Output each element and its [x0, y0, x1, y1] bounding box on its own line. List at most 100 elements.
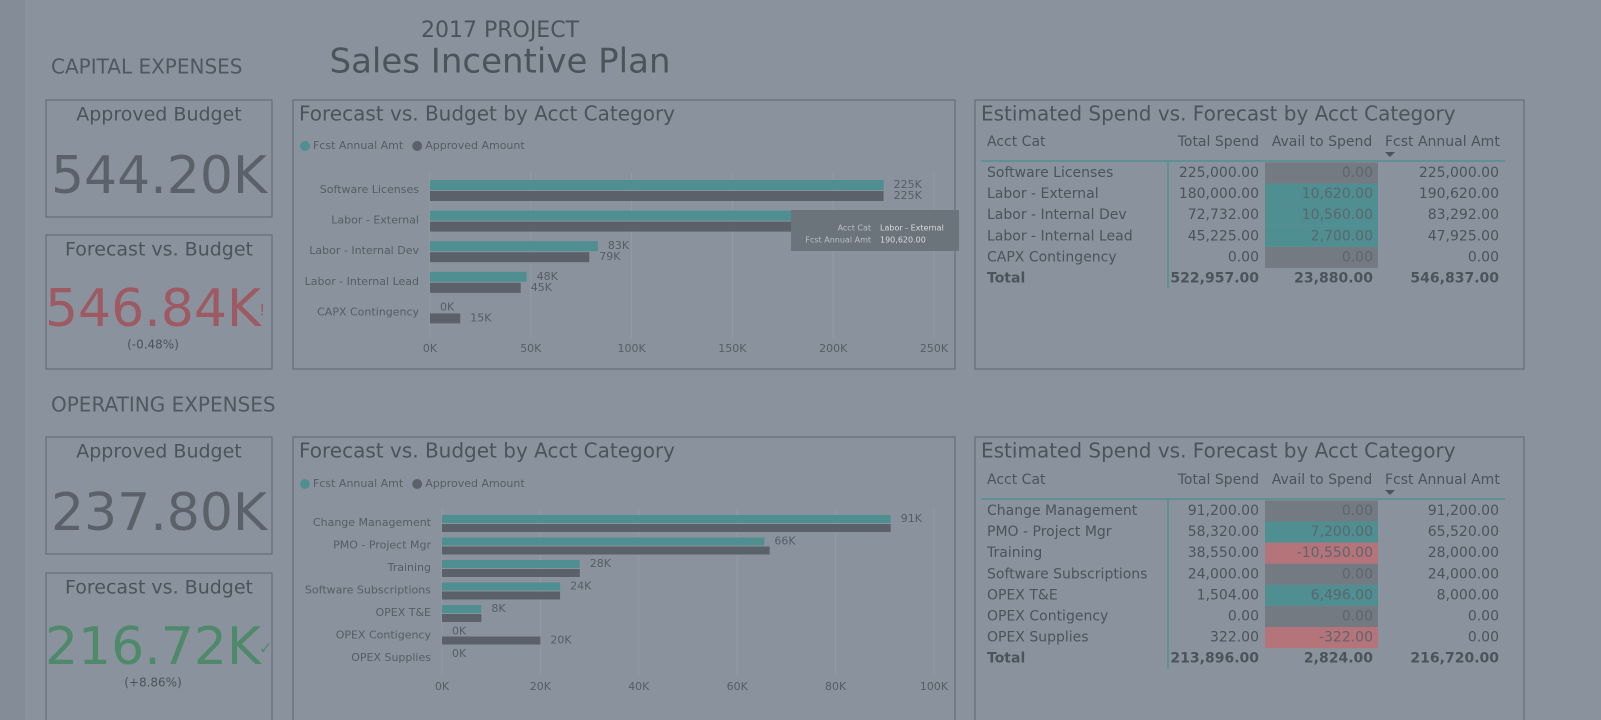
- bar: [430, 221, 793, 232]
- table-cell: Software Licenses: [987, 165, 1113, 181]
- table-cell: 0.00: [1342, 249, 1373, 265]
- table-total: 23,880.00: [1294, 271, 1373, 287]
- data-label: 0K: [452, 625, 467, 638]
- kpi-value: 237.80K: [51, 483, 269, 543]
- table-cell: 91,200.00: [1188, 503, 1259, 519]
- table-cell: 180,000.00: [1179, 186, 1259, 202]
- avail-cell: [1265, 542, 1378, 564]
- table-title: Estimated Spend vs. Forecast by Acct Cat…: [981, 439, 1456, 463]
- data-label: 20K: [550, 634, 572, 647]
- kpi-note: (+8.86%): [124, 676, 182, 690]
- avail-cell: [1265, 183, 1378, 205]
- table-cell: 2,700.00: [1311, 228, 1373, 244]
- legend-label: Fcst Annual Amt: [313, 477, 404, 490]
- data-label: 24K: [570, 580, 592, 593]
- x-tick-label: 200K: [819, 342, 848, 355]
- x-tick-label: 250K: [920, 342, 949, 355]
- x-tick-label: 50K: [520, 342, 542, 355]
- x-tick-label: 60K: [727, 680, 749, 693]
- table-panel: [974, 99, 1525, 370]
- table-cell: 1,504.00: [1197, 587, 1259, 603]
- kpi-indicator: ✓: [259, 639, 272, 658]
- y-tick-label: OPEX Contigency: [336, 629, 432, 642]
- bar: [442, 569, 580, 577]
- kpi-title: Forecast vs. Budget: [65, 239, 253, 261]
- data-label: 225K: [894, 189, 923, 202]
- legend-label: Fcst Annual Amt: [313, 139, 404, 152]
- kpi-card: [45, 234, 273, 370]
- data-label: 83K: [608, 239, 630, 252]
- x-tick-label: 150K: [718, 342, 747, 355]
- table-cell: 0.00: [1468, 609, 1499, 625]
- table-cell: 7,200.00: [1311, 524, 1373, 540]
- avail-cell: [1265, 225, 1378, 247]
- table-cell: 0.00: [1342, 609, 1373, 625]
- table-cell: 0.00: [1342, 165, 1373, 181]
- table-cell: OPEX T&E: [987, 587, 1058, 603]
- avail-cell: [1265, 162, 1378, 184]
- column-header: Avail to Spend: [1272, 472, 1373, 488]
- avail-cell: [1265, 605, 1378, 628]
- tooltip-label: Fcst Annual Amt: [805, 236, 871, 245]
- table-cell: 0.00: [1468, 630, 1499, 646]
- tooltip-label: Acct Cat: [838, 224, 871, 233]
- table-cell: 0.00: [1228, 609, 1259, 625]
- y-tick-label: OPEX T&E: [375, 606, 431, 619]
- data-label: 225K: [894, 178, 923, 191]
- sort-arrow: [1385, 152, 1395, 157]
- table-cell: -10,550.00: [1297, 545, 1373, 561]
- kpi-card: [45, 99, 273, 218]
- table-cell: 6,496.00: [1311, 587, 1373, 603]
- avail-cell: [1265, 521, 1378, 543]
- x-tick-label: 20K: [530, 680, 552, 693]
- data-label: 79K: [599, 250, 621, 263]
- avail-cell: [1265, 246, 1378, 268]
- bar: [442, 605, 482, 613]
- table-cell: 0.00: [1228, 249, 1259, 265]
- data-label: 45K: [531, 281, 553, 294]
- bar: [442, 546, 770, 555]
- table-cell: CAPX Contingency: [987, 249, 1117, 265]
- bar: [430, 282, 521, 293]
- data-label: 48K: [537, 270, 559, 283]
- table-cell: Training: [986, 545, 1042, 561]
- table-cell: 83,292.00: [1428, 207, 1499, 223]
- table-cell: Labor - External: [987, 186, 1099, 202]
- table-cell: 190,620.00: [1419, 186, 1499, 202]
- kpi-title: Forecast vs. Budget: [65, 577, 253, 599]
- legend-label: Approved Amount: [425, 139, 525, 152]
- data-label: 66K: [774, 535, 796, 548]
- table-cell: 91,200.00: [1428, 503, 1499, 519]
- table-total: Total: [987, 651, 1025, 667]
- bar: [442, 582, 561, 591]
- column-header: Acct Cat: [987, 134, 1046, 150]
- avail-cell: [1265, 500, 1378, 522]
- table-total: 213,896.00: [1170, 651, 1259, 667]
- table-cell: 28,000.00: [1428, 545, 1499, 561]
- data-label: 0K: [452, 647, 467, 660]
- avail-cell: [1265, 584, 1378, 606]
- bar: [442, 537, 765, 546]
- table-cell: Labor - Internal Lead: [987, 228, 1133, 244]
- table-cell: 45,225.00: [1188, 228, 1259, 244]
- table-cell: 322.00: [1210, 630, 1259, 646]
- column-header: Total Spend: [1177, 134, 1259, 150]
- table-total: Total: [987, 271, 1025, 287]
- bar: [442, 636, 541, 645]
- column-header: Fcst Annual Amt: [1385, 472, 1500, 488]
- table-cell: 8,000.00: [1437, 587, 1499, 603]
- kpi-note: (-0.48%): [127, 338, 179, 352]
- table-cell: OPEX Contigency: [987, 609, 1108, 625]
- data-label: 28K: [590, 557, 612, 570]
- table-cell: OPEX Supplies: [987, 630, 1089, 646]
- avail-cell: [1265, 204, 1378, 226]
- bar: [442, 515, 891, 523]
- table-cell: -322.00: [1319, 630, 1373, 646]
- table-total: 216,720.00: [1410, 651, 1499, 667]
- data-label: 91K: [901, 512, 923, 525]
- tooltip-value: 190,620.00: [880, 236, 926, 245]
- avail-cell: [1265, 627, 1378, 649]
- table-cell: 10,560.00: [1302, 207, 1373, 223]
